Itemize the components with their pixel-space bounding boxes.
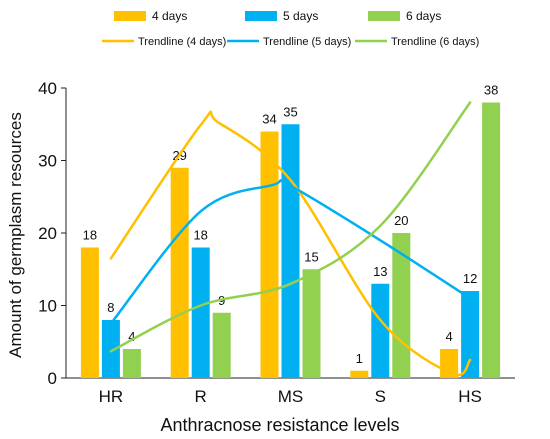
data-label: 4 [445, 329, 452, 344]
data-label: 13 [373, 264, 387, 279]
bar [302, 269, 321, 378]
trendline [109, 101, 472, 353]
data-label: 18 [83, 228, 97, 243]
y-axis-label: Amount of germplasm resources [6, 112, 25, 358]
data-label: 8 [107, 300, 114, 315]
legend-label: 6 days [406, 9, 441, 23]
legend-label: 4 days [152, 9, 187, 23]
bar [101, 320, 120, 378]
bar [281, 124, 300, 378]
bar [191, 247, 210, 378]
data-label: 4 [128, 329, 135, 344]
bar [260, 131, 279, 378]
x-tick-label: R [195, 387, 207, 406]
legend-swatch [245, 11, 277, 21]
data-label: 18 [193, 228, 207, 243]
data-label: 12 [463, 271, 477, 286]
bar [482, 102, 501, 378]
data-label: 1 [356, 351, 363, 366]
bar [371, 283, 390, 378]
legend-swatch [368, 11, 400, 21]
data-label: 38 [484, 83, 498, 98]
data-label: 15 [304, 249, 318, 264]
legend-swatch [114, 11, 146, 21]
x-tick-label: HR [99, 387, 124, 406]
y-tick-label: 10 [38, 297, 57, 316]
bar [122, 349, 141, 378]
legend: 4 days 5 days 6 days Trendline (4 days) Tren… [102, 9, 479, 48]
x-axis-label: Anthracnose resistance levels [160, 415, 399, 435]
legend-label: Trendline (6 days) [391, 36, 479, 48]
bar [80, 247, 99, 378]
x-tick-label: S [375, 387, 386, 406]
data-label: 35 [283, 104, 297, 119]
bar [461, 291, 480, 378]
trendline [109, 110, 472, 377]
y-tick-label: 0 [48, 369, 57, 388]
y-tick-label: 40 [38, 79, 57, 98]
bar [212, 312, 231, 378]
trendline [109, 179, 472, 325]
bar [392, 233, 411, 378]
x-tick-label: MS [278, 387, 304, 406]
data-label: 34 [262, 112, 276, 127]
bar [350, 370, 369, 378]
data-label: 20 [394, 213, 408, 228]
y-tick-label: 30 [38, 152, 57, 171]
legend-label: Trendline (4 days) [138, 36, 226, 48]
legend-label: 5 days [283, 9, 318, 23]
x-tick-label: HS [458, 387, 482, 406]
y-tick-label: 20 [38, 224, 57, 243]
bar [170, 167, 189, 378]
legend-label: Trendline (5 days) [263, 36, 351, 48]
